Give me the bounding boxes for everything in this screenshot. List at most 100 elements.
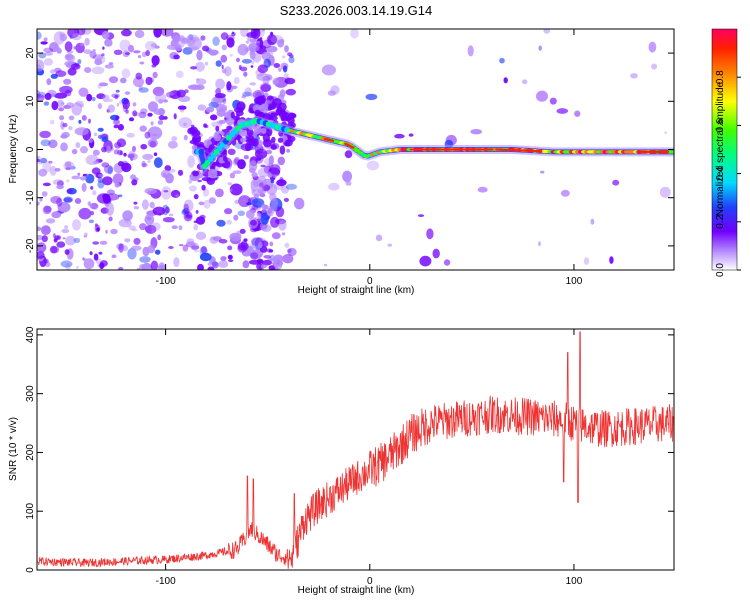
spectrogram-noise-blob xyxy=(211,261,218,267)
spectrogram-noise-blob xyxy=(194,250,199,253)
spectrogram-noise-blob xyxy=(54,168,61,172)
spectrogram-noise-blob xyxy=(288,56,295,64)
spectrogram-noise-blob xyxy=(470,129,483,135)
spectrogram-noise-blob xyxy=(44,92,52,101)
spectrogram-noise-blob xyxy=(280,185,290,194)
spectrogram-noise-blob xyxy=(114,94,119,99)
spectrogram-noise-blob xyxy=(41,225,51,236)
spectrogram-noise-blob xyxy=(50,196,62,204)
spectrogram-noise-blob xyxy=(91,66,105,75)
spectrogram-noise-blob xyxy=(113,124,119,129)
colorbar-tick-label: 0.0 xyxy=(715,263,726,277)
spectrogram-noise-blob xyxy=(88,219,95,224)
spectrogram-noise-blob xyxy=(97,180,105,189)
spectrogram-noise-blob xyxy=(536,90,548,102)
spectrogram-noise-blob xyxy=(190,66,198,70)
spectrogram-noise-blob xyxy=(257,64,269,74)
spectrogram-noise-blob xyxy=(81,115,87,121)
spectrogram-noise-blob xyxy=(237,43,249,56)
spectrogram-noise-blob xyxy=(41,235,48,243)
spectrogram-noise-blob xyxy=(417,214,425,218)
spectrogram-noise-blob xyxy=(583,257,590,265)
spectrogram-noise-blob xyxy=(197,179,202,183)
spectrogram-noise-blob xyxy=(241,58,252,64)
spectrogram-noise-blob xyxy=(232,170,242,175)
spectrogram-noise-blob xyxy=(37,158,41,163)
spectrogram-noise-blob xyxy=(163,99,168,103)
spectrogram-noise-blob xyxy=(90,186,94,190)
spectrogram-noise-blob xyxy=(257,241,263,249)
spectrogram-noise-blob xyxy=(177,105,187,111)
snr-y-axis-label: SNR (10 * v/v) xyxy=(8,417,19,481)
spectrogram-noise-blob xyxy=(149,140,157,148)
spectrogram-noise-blob xyxy=(164,165,172,172)
spectrogram-noise-blob xyxy=(147,138,158,148)
spectrogram-noise-blob xyxy=(107,166,113,175)
spectrogram-noise-blob xyxy=(208,101,219,108)
spectrogram-streak-blob xyxy=(271,136,276,143)
spectrogram-noise-blob xyxy=(216,219,226,227)
spectrogram-noise-blob xyxy=(344,150,353,159)
colorbar-tick-label: 0.6 xyxy=(715,118,726,132)
spectrogram-noise-blob xyxy=(121,68,131,79)
spectrogram-noise-blob xyxy=(127,44,135,53)
spectrogram-noise-blob xyxy=(105,229,108,234)
spectrogram-noise-blob xyxy=(99,262,105,270)
spectrogram-noise-blob xyxy=(49,42,59,53)
spectrogram-noise-blob xyxy=(258,167,270,178)
spectrogram-noise-blob xyxy=(182,244,189,252)
spectrogram-noise-blob xyxy=(238,195,251,208)
spectrogram-noise-blob xyxy=(39,197,43,202)
spectrogram-streak-blob xyxy=(240,137,247,143)
spectrogram-noise-blob xyxy=(227,254,233,260)
spectrogram-noise-blob xyxy=(227,182,233,186)
spectrogram-noise-blob xyxy=(147,245,156,254)
spectrogram-noise-blob xyxy=(176,89,186,98)
spectrogram-noise-blob xyxy=(102,176,113,186)
spectrogram-noise-blob xyxy=(139,125,147,132)
spectrogram-noise-blob xyxy=(220,32,229,40)
spectrogram-noise-blob xyxy=(195,216,206,225)
spectrogram-noise-blob xyxy=(212,36,220,46)
spectrogram-noise-blob xyxy=(181,209,186,215)
spectrogram-noise-blob xyxy=(538,241,541,247)
spectrogram-noise-blob xyxy=(284,73,289,78)
spectrogram-noise-blob xyxy=(39,130,51,139)
spectrogram-noise-blob xyxy=(205,49,210,53)
spectrogram-noise-blob xyxy=(152,133,158,137)
spectrogram-noise-blob xyxy=(104,38,113,47)
spectrogram-streak-blob xyxy=(223,112,233,119)
spectrogram-noise-blob xyxy=(267,52,274,56)
spectrogram-noise-blob xyxy=(56,99,65,108)
spectrogram-noise-blob xyxy=(119,39,131,52)
spectrogram-noise-blob xyxy=(83,258,95,270)
spectrogram-noise-blob xyxy=(54,92,67,99)
spectrogram-noise-blob xyxy=(77,29,86,36)
spectrogram-noise-blob xyxy=(208,49,219,56)
spectrogram-noise-blob xyxy=(193,220,198,224)
spectrogram-streak-blob xyxy=(281,116,292,122)
spectrogram-noise-blob xyxy=(152,71,158,79)
spectrogram-noise-blob xyxy=(229,172,236,179)
spectrogram-noise-blob xyxy=(63,197,73,203)
spectrogram-noise-blob xyxy=(256,157,262,161)
spectrogram-noise-blob xyxy=(37,94,45,102)
spectrogram-noise-blob xyxy=(249,50,256,60)
spectrogram-noise-blob xyxy=(285,183,298,190)
colorbar: 0.0 0.2 0.4 0.6 0.8 Normalized spectral ampl… xyxy=(711,28,741,277)
spectrogram-noise-blob xyxy=(327,90,336,96)
spectrogram-noise-blob xyxy=(39,157,48,164)
spectrogram-noise-blob xyxy=(179,109,185,113)
spectrogram-noise-blob xyxy=(477,186,488,193)
spectrogram-noise-blob xyxy=(118,267,124,270)
spectrogram-noise-blob xyxy=(221,64,224,70)
spectrogram-noise-blob xyxy=(92,241,100,245)
spectrogram-noise-blob xyxy=(59,115,65,121)
spectrogram-noise-blob xyxy=(151,55,160,66)
spectrogram-noise-blob xyxy=(278,219,287,231)
spectrogram-noise-blob xyxy=(323,263,328,267)
spectrogram-noise-blob xyxy=(150,260,159,270)
spectrogram-noise-blob xyxy=(91,203,99,210)
spectrogram-noise-blob xyxy=(243,71,248,77)
